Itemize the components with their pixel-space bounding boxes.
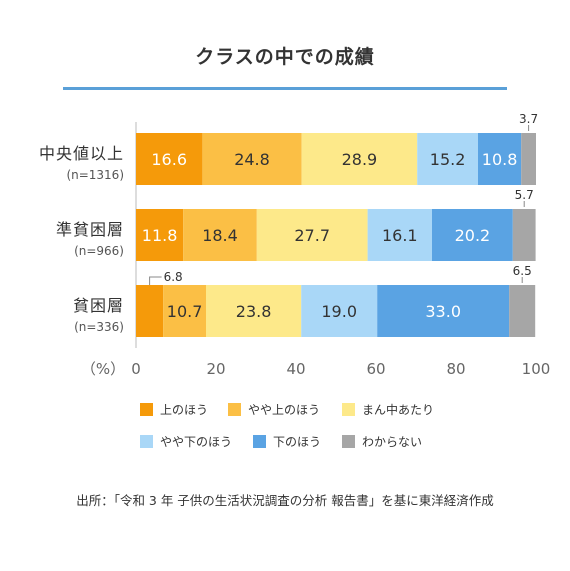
legend-swatch (140, 435, 153, 448)
data-label: 28.9 (342, 150, 378, 169)
chart-title: クラスの中での成績 (195, 46, 375, 68)
x-tick-label: 60 (366, 360, 385, 378)
bar-segment (136, 285, 164, 337)
bar-segment (183, 209, 257, 261)
data-label: 16.1 (382, 226, 418, 245)
legend-label: わからない (362, 435, 423, 449)
source-note: 出所：「令和 3 年 子供の生活状況調査の分析 報告書」を基に東洋経済作成 (76, 493, 494, 508)
category-label: 中央値以上 (39, 144, 124, 163)
data-label: 33.0 (425, 302, 461, 321)
x-axis-unit: （%） (81, 360, 125, 378)
legend-swatch (228, 403, 241, 416)
bar-segment (478, 133, 522, 185)
data-label: 20.2 (455, 226, 491, 245)
x-tick-label: 20 (206, 360, 225, 378)
bar-segment (417, 133, 478, 185)
x-tick-label: 0 (131, 360, 141, 378)
data-label: 11.8 (142, 226, 178, 245)
x-tick-label: 80 (446, 360, 465, 378)
bar-segment (163, 285, 206, 337)
legend-item-bottom: 下のほう (253, 433, 321, 450)
legend-swatch (253, 435, 266, 448)
bar-segment (206, 285, 302, 337)
category-sublabel: (n=966) (74, 244, 124, 258)
data-label: 19.0 (321, 302, 357, 321)
legend-item-upper: やや上のほう (228, 401, 320, 418)
legend: 上のほう やや上のほう まん中あたり やや下のほう 下のほう わからない (140, 401, 520, 465)
category-sublabel: (n=336) (74, 320, 124, 334)
bar-segment (301, 133, 418, 185)
callout-line (149, 276, 162, 285)
data-label: 6.5 (513, 264, 532, 278)
x-tick-label: 40 (286, 360, 305, 378)
legend-label: やや下のほう (160, 435, 233, 449)
legend-item-top: 上のほう (140, 401, 208, 418)
bar-segment (509, 285, 536, 337)
bar-segment (256, 209, 368, 261)
bar-segment (367, 209, 432, 261)
legend-row-2: やや下のほう 下のほう わからない (140, 433, 520, 453)
bar-segment (512, 209, 536, 261)
legend-label: 上のほう (160, 403, 209, 417)
bar-segment (521, 133, 536, 185)
data-label: 16.6 (151, 150, 187, 169)
data-label: 27.7 (294, 226, 330, 245)
bar-segment (301, 285, 378, 337)
legend-swatch (342, 403, 355, 416)
data-label: 18.4 (202, 226, 238, 245)
legend-swatch (342, 435, 355, 448)
data-label: 24.8 (234, 150, 270, 169)
legend-item-middle: まん中あたり (342, 401, 434, 418)
data-label: 10.8 (482, 150, 518, 169)
legend-label: 下のほう (273, 435, 322, 449)
category-label: 貧困層 (73, 296, 124, 315)
legend-item-lower: やや下のほう (140, 433, 232, 450)
title-underline (63, 87, 507, 90)
bar-segment (136, 133, 203, 185)
data-label: 15.2 (430, 150, 466, 169)
stacked-bar-chart: 中央値以上 (n=1316) 16.6 24.8 28.9 15.2 10.8 3.7 準貧困層… (39, 112, 551, 378)
data-label: 5.7 (515, 188, 534, 202)
data-label: 6.8 (164, 270, 183, 284)
bar-segment (432, 209, 513, 261)
data-label: 23.8 (236, 302, 272, 321)
legend-row-1: 上のほう やや上のほう まん中あたり (140, 401, 520, 421)
x-tick-label: 100 (522, 360, 551, 378)
legend-label: やや上のほう (248, 403, 321, 417)
bar-segment (202, 133, 302, 185)
data-label: 10.7 (167, 302, 203, 321)
bar-segment (377, 285, 510, 337)
legend-swatch (140, 403, 153, 416)
data-label: 3.7 (519, 112, 538, 126)
category-label: 準貧困層 (56, 220, 124, 239)
category-sublabel: (n=1316) (66, 168, 124, 182)
legend-label: まん中あたり (362, 403, 435, 417)
legend-item-unknown: わからない (342, 433, 422, 450)
bar-segment (136, 209, 184, 261)
